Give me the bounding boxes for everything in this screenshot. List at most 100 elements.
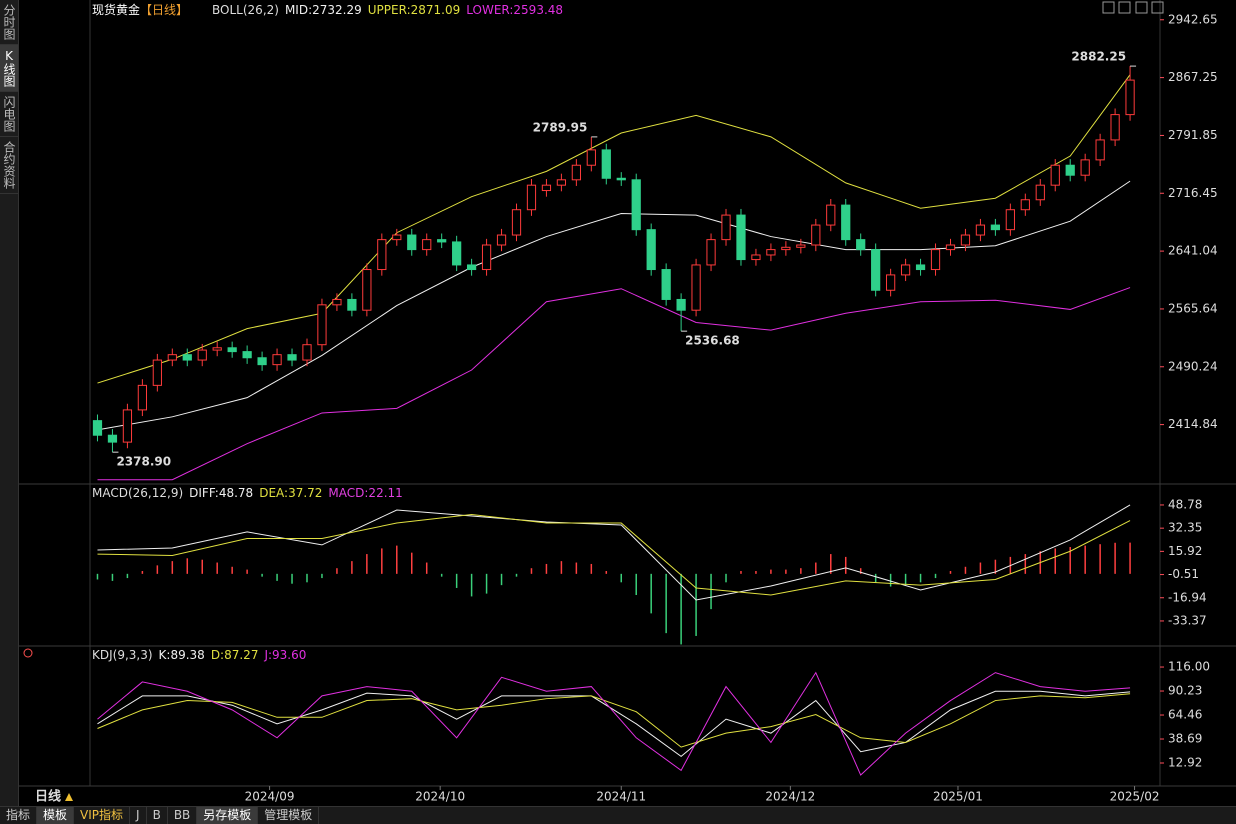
legend-item: J:93.60 bbox=[263, 648, 306, 662]
sidebar-item[interactable]: 分时图 bbox=[0, 0, 18, 45]
y-tick-label: 15.92 bbox=[1168, 544, 1202, 558]
y-tick-label: 2791.85 bbox=[1168, 128, 1218, 142]
settings-icon[interactable] bbox=[23, 648, 33, 658]
window-icons[interactable] bbox=[1102, 1, 1164, 14]
chart-subtitle: 【日线】 bbox=[140, 3, 188, 17]
candle-body bbox=[676, 298, 686, 311]
candle-body bbox=[1080, 159, 1090, 176]
sidebar-item[interactable]: 合约资料 bbox=[0, 137, 18, 194]
sidebar-item[interactable]: K线图 bbox=[0, 45, 18, 92]
annotation-label: 2789.95 bbox=[533, 120, 588, 134]
period-arrow[interactable] bbox=[65, 793, 73, 801]
candle-body bbox=[152, 359, 162, 386]
candle-body bbox=[1125, 79, 1135, 116]
panel-header: MACD(26,12,9) DIFF:48.78 DEA:37.72 MACD:22.… bbox=[92, 486, 403, 500]
background bbox=[0, 0, 1236, 806]
tab[interactable]: 管理模板 bbox=[258, 807, 320, 824]
candle-body bbox=[466, 264, 477, 271]
indicator-line bbox=[97, 693, 1131, 748]
icon[interactable] bbox=[1151, 1, 1164, 14]
candle-body bbox=[631, 179, 641, 231]
candle-body bbox=[182, 354, 192, 361]
candle-body bbox=[646, 229, 656, 271]
indicator-line bbox=[97, 287, 1131, 481]
icon[interactable] bbox=[1102, 1, 1115, 14]
y-tick-label: 2942.65 bbox=[1168, 12, 1218, 26]
candle-body bbox=[1110, 114, 1120, 141]
candle-body bbox=[1005, 209, 1015, 231]
candle-body bbox=[317, 304, 327, 346]
legend-item: MID:2732.29 bbox=[285, 3, 362, 17]
candle-body bbox=[541, 184, 552, 192]
legend-item: DIFF:48.78 bbox=[189, 486, 253, 500]
y-tick-label: 48.78 bbox=[1168, 497, 1202, 511]
y-tick-label: 2716.45 bbox=[1168, 186, 1218, 200]
indicator-line bbox=[97, 514, 1131, 596]
tab[interactable]: 另存模板 bbox=[197, 807, 259, 824]
candle-body bbox=[107, 434, 118, 443]
panel-header: KDJ(9,3,3) K:89.38 D:87.27 J:93.60 bbox=[92, 648, 306, 662]
candle-body bbox=[1020, 199, 1030, 211]
candle-body bbox=[721, 214, 731, 241]
tab[interactable]: VIP指标 bbox=[74, 807, 131, 824]
legend-item: K:89.38 bbox=[159, 648, 205, 662]
candle-body bbox=[407, 234, 417, 251]
candle-body bbox=[796, 244, 806, 248]
candle-body bbox=[377, 239, 387, 271]
candle-body bbox=[332, 298, 342, 306]
candle-body bbox=[287, 354, 297, 361]
candle-body bbox=[811, 224, 821, 246]
x-tick-label: 2024/09 bbox=[245, 790, 295, 804]
tab[interactable]: 指标 bbox=[0, 807, 38, 824]
candle-body bbox=[511, 209, 522, 236]
candle-body bbox=[826, 204, 836, 226]
tab[interactable]: 模板 bbox=[37, 807, 75, 824]
y-tick-label: -16.94 bbox=[1168, 590, 1207, 604]
y-tick-label: 38.69 bbox=[1168, 732, 1202, 746]
y-tick-label: -0.51 bbox=[1168, 567, 1199, 581]
legend-item: DEA:37.72 bbox=[259, 486, 322, 500]
y-tick-label: 2565.64 bbox=[1168, 301, 1218, 315]
icon[interactable] bbox=[1135, 1, 1148, 14]
candle-body bbox=[1050, 164, 1060, 186]
tab[interactable]: J bbox=[130, 807, 147, 824]
candle-body bbox=[242, 351, 252, 359]
legend-item: D:87.27 bbox=[211, 648, 259, 662]
candle-body bbox=[257, 357, 267, 366]
chart-title: 现货黄金 bbox=[92, 2, 140, 17]
candle-body bbox=[362, 269, 372, 311]
candle-body bbox=[841, 204, 851, 241]
candle-body bbox=[392, 234, 402, 241]
candle-body bbox=[167, 354, 177, 361]
period-label[interactable]: 日线 bbox=[35, 789, 61, 805]
candle-body bbox=[571, 164, 581, 181]
x-tick-label: 2024/10 bbox=[415, 790, 465, 804]
candle-body bbox=[691, 264, 701, 311]
legend-item: UPPER:2871.09 bbox=[368, 3, 460, 17]
y-tick-label: 32.35 bbox=[1168, 521, 1202, 535]
candle-body bbox=[930, 249, 941, 271]
candle-body bbox=[122, 409, 133, 443]
candle-body bbox=[1035, 184, 1045, 201]
tab[interactable]: B bbox=[147, 807, 168, 824]
tab[interactable]: BB bbox=[168, 807, 198, 824]
candle-body bbox=[706, 239, 716, 266]
candle-body bbox=[137, 384, 147, 411]
annotation-label: 2882.25 bbox=[1071, 50, 1126, 64]
sidebar-item[interactable]: 闪电图 bbox=[0, 92, 18, 137]
candle-body bbox=[856, 239, 866, 251]
candle-body bbox=[272, 354, 282, 366]
annotation-label: 2536.68 bbox=[685, 334, 740, 348]
y-tick-label: 90.23 bbox=[1168, 684, 1202, 698]
candle-body bbox=[945, 244, 956, 251]
candle-body bbox=[556, 179, 567, 186]
candle-body bbox=[437, 239, 447, 243]
y-tick-label: 2414.84 bbox=[1168, 417, 1218, 431]
candle-body bbox=[616, 177, 626, 181]
candle-body bbox=[975, 224, 986, 236]
x-tick-label: 2024/11 bbox=[596, 790, 646, 804]
icon[interactable] bbox=[1118, 1, 1131, 14]
x-tick-label: 2025/01 bbox=[933, 790, 983, 804]
indicator-name: BOLL(26,2) bbox=[212, 3, 279, 17]
